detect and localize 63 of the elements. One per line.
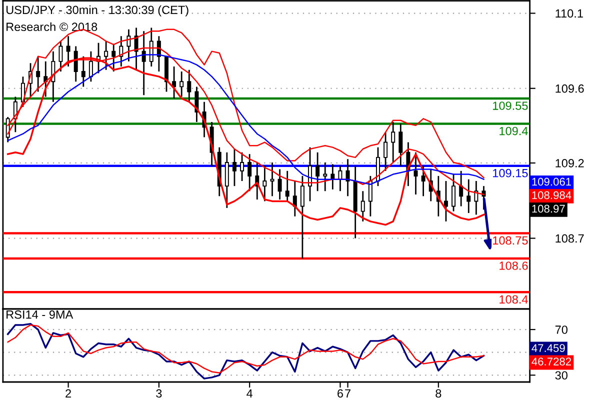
x-tick-label: 4	[246, 389, 253, 398]
candlestick	[88, 50, 93, 82]
candlestick	[414, 152, 418, 196]
candlestick	[126, 28, 131, 62]
text: 47.459	[532, 344, 565, 352]
ref-line-label: 109.4	[500, 126, 528, 136]
ref-line-label: 108.6	[500, 262, 528, 270]
y-tick-label: 70	[555, 326, 568, 334]
candlestick	[323, 162, 328, 192]
candlestick	[232, 148, 236, 187]
candlestick	[278, 168, 282, 200]
x-tick-label: 2	[66, 389, 71, 398]
candlestick	[360, 190, 365, 222]
candlestick	[316, 152, 320, 192]
candlestick	[292, 180, 297, 218]
candlestick	[474, 180, 478, 216]
chart-title: RSI14 - 9MA	[6, 310, 74, 319]
x-tick-label: 7	[345, 389, 350, 398]
candlestick	[270, 162, 274, 197]
ref-line-label: 108.4	[500, 295, 528, 304]
candlestick	[180, 70, 184, 98]
ref-line-label: 109.55	[493, 102, 528, 110]
candlestick	[300, 175, 304, 260]
candlestick	[74, 46, 78, 82]
candlestick	[187, 69, 192, 103]
candlestick	[58, 40, 63, 72]
y-tick-label: 30	[555, 371, 568, 380]
candlestick	[452, 174, 456, 212]
y-tick-label: 109.2	[556, 159, 584, 168]
candlestick	[104, 40, 108, 71]
candlestick	[368, 175, 372, 218]
candlestick	[391, 121, 396, 164]
candlestick	[398, 123, 403, 167]
candlestick	[466, 178, 471, 214]
ref-line-label: 108.75	[493, 236, 528, 245]
x-tick-label: 3	[156, 389, 162, 398]
candlestick	[112, 44, 116, 72]
text: 108.97	[532, 204, 565, 213]
candlestick	[172, 66, 176, 100]
candlestick	[285, 170, 290, 202]
candlestick	[421, 165, 426, 197]
y-tick-label: 109.6	[556, 84, 584, 93]
x-tick-label: 6	[338, 389, 343, 398]
candlestick	[240, 152, 244, 182]
candlestick	[384, 131, 388, 172]
chart-title: USD/JPY - 30min - 13:30:39 (CET)	[6, 5, 188, 16]
candlestick	[459, 170, 464, 207]
text: 108.984	[532, 191, 572, 200]
candlestick	[36, 56, 40, 92]
candlestick	[224, 152, 229, 209]
candlestick	[262, 165, 267, 202]
candlestick	[376, 146, 380, 187]
y-tick-label: 108.7	[556, 234, 584, 243]
y-tick-label: 110.1	[556, 9, 583, 18]
candlestick	[81, 56, 86, 88]
candlestick	[149, 27, 154, 68]
ref-line-label: 109.15	[493, 168, 528, 178]
candlestick	[444, 180, 448, 222]
candlestick	[66, 35, 70, 68]
text: 46.7282	[532, 358, 572, 366]
x-tick-label: 8	[436, 389, 442, 398]
text: 109.061	[532, 178, 572, 186]
candlestick	[248, 153, 252, 192]
